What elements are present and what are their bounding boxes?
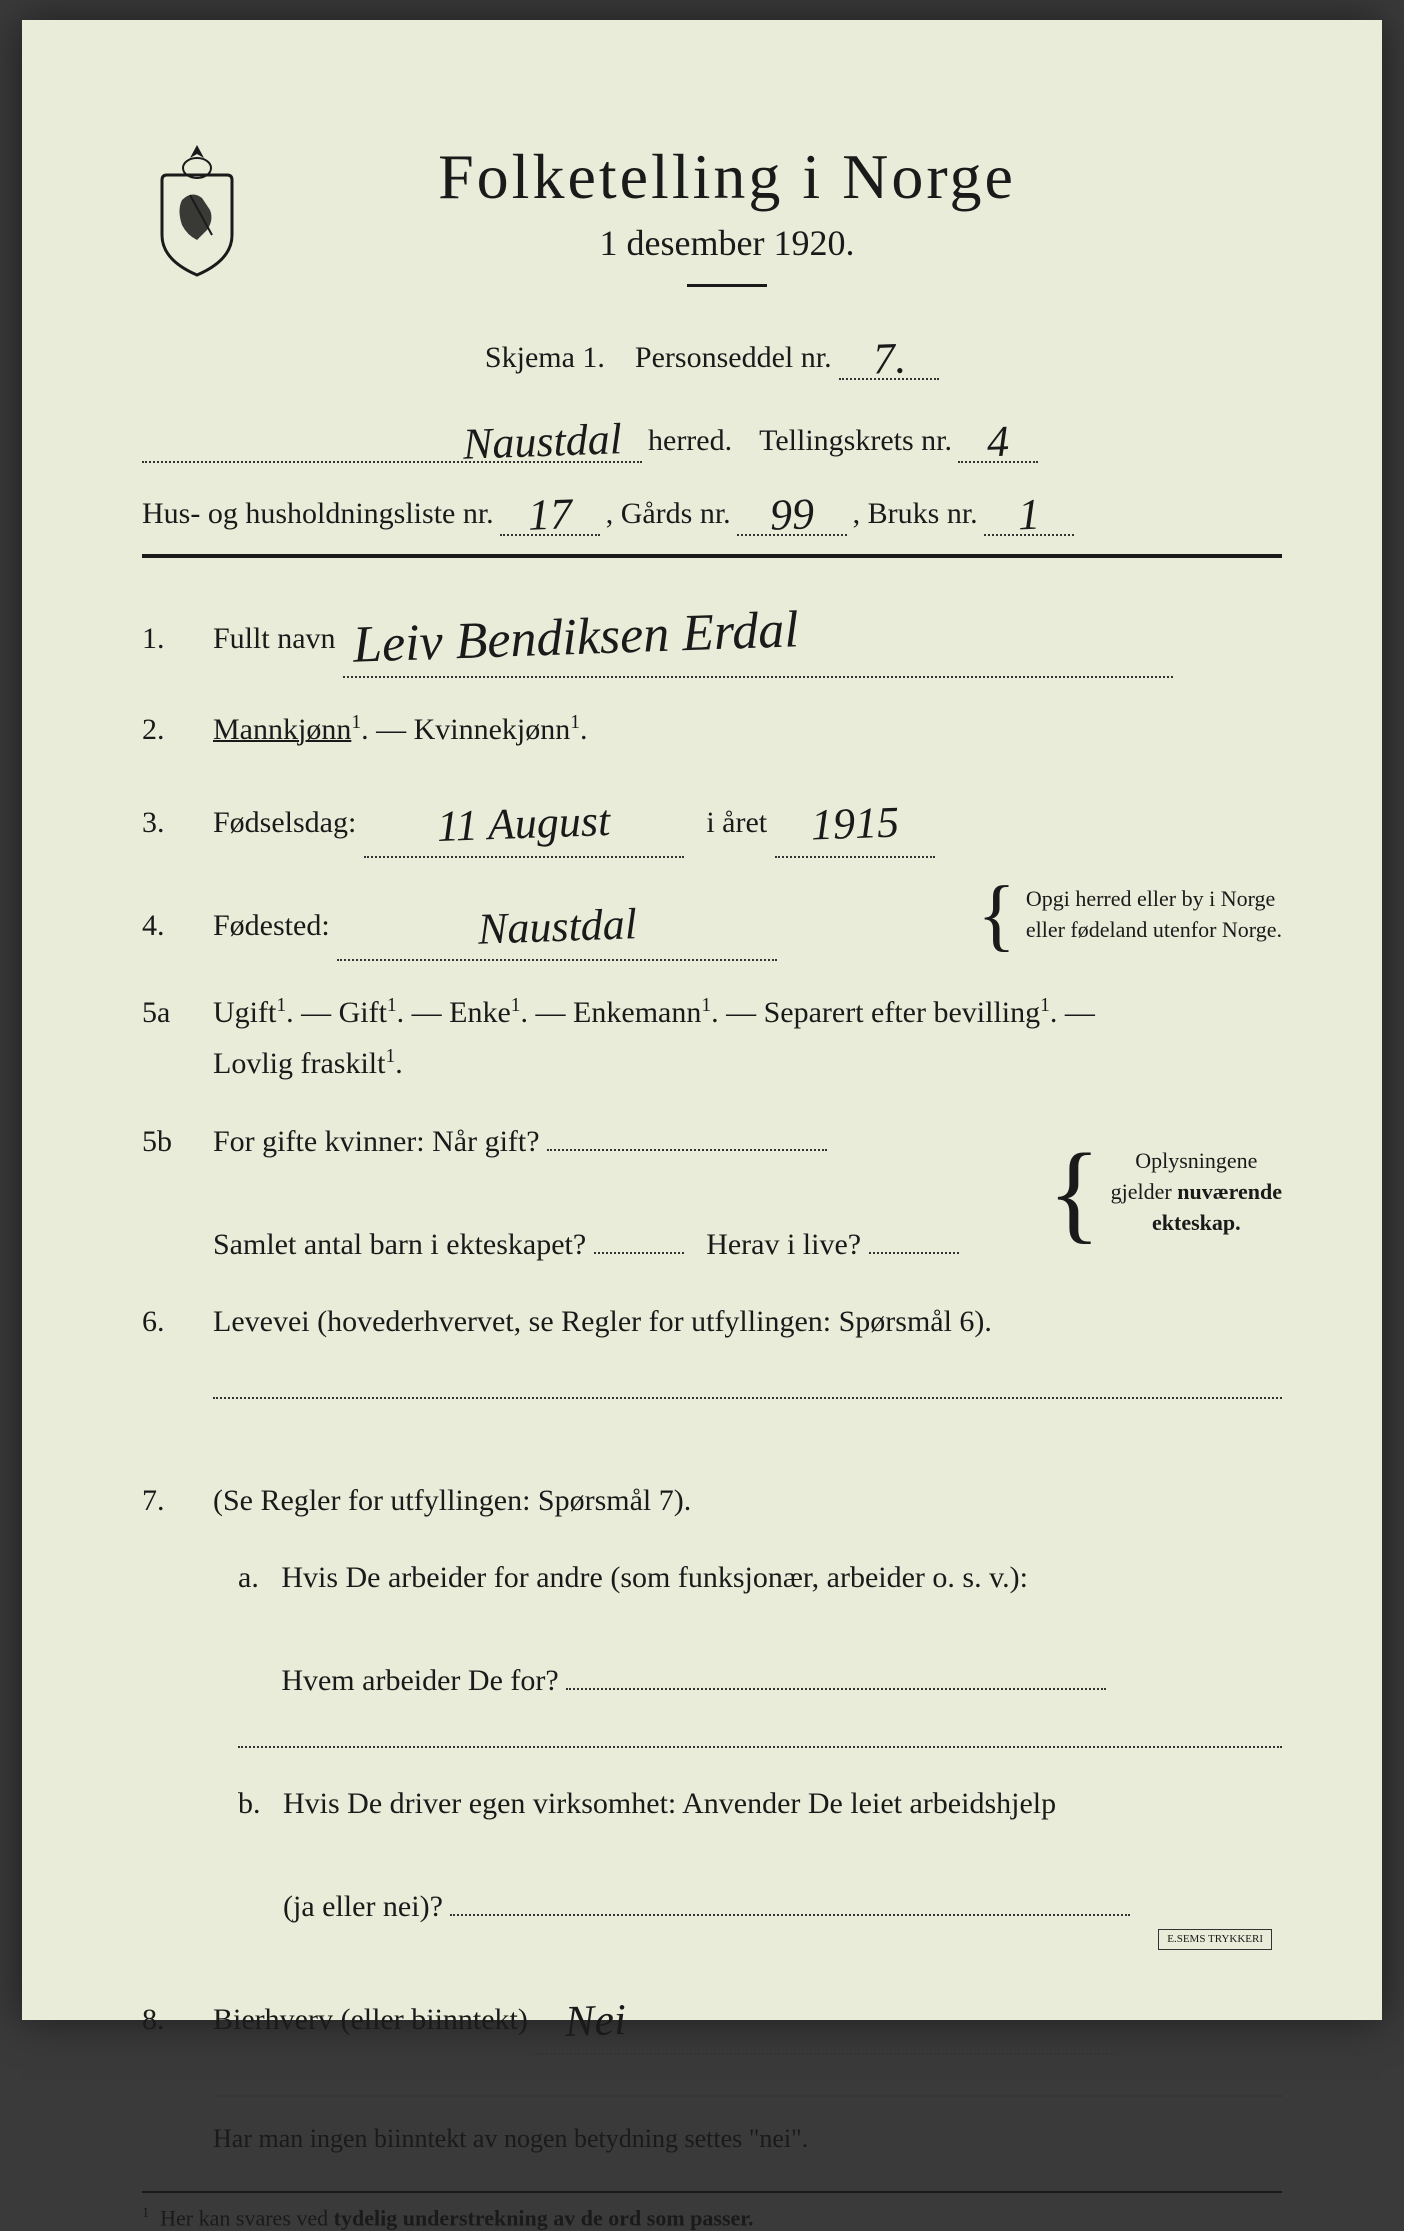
footnote-text: Her kan svares ved tydelig understreknin… (160, 2205, 753, 2230)
q3-row: 3. Fødselsdag: 11 August i året 1915 (142, 781, 1282, 858)
personseddel-nr: 7. (872, 332, 907, 384)
q5a-gift: Gift (339, 996, 387, 1029)
hus-label: Hus- og husholdningsliste nr. (142, 497, 494, 531)
q4-note-l1: Opgi herred eller by i Norge (1026, 886, 1275, 911)
q7-num: 7. (142, 1484, 197, 1518)
title-block: Folketelling i Norge 1 desember 1920. (282, 140, 1282, 317)
q5a-separert: Separert efter bevilling (764, 996, 1041, 1029)
footnote-divider (142, 2191, 1282, 2193)
q3-day: 11 August (436, 784, 612, 865)
tellingskrets-label: Tellingskrets nr. (759, 424, 952, 458)
q3-label: Fødselsdag: (213, 806, 356, 839)
printer-mark: E.SEMS TRYKKERI (1158, 1929, 1272, 1950)
subtitle-date: 1 desember 1920. (282, 222, 1172, 264)
q1-value: Leiv Bendiksen Erdal (352, 586, 801, 690)
q7a-blank (238, 1746, 1282, 1748)
q5b-note-l1: Oplysningene (1135, 1148, 1257, 1173)
footnote-marker: 1 (142, 2205, 149, 2221)
tellingskrets-nr: 4 (986, 416, 1010, 468)
q3-num: 3. (142, 806, 197, 840)
q5a-num: 5a (142, 996, 197, 1030)
q8-label: Bierhverv (eller biinntekt) (213, 2003, 528, 2036)
hus-line: Hus- og husholdningsliste nr. 17 , Gårds… (142, 483, 1282, 536)
q5b-line2b: Herav i live? (706, 1228, 861, 1261)
q5b-note-l3: ekteskap. (1152, 1210, 1241, 1235)
q8-note: Har man ingen biinntekt av nogen betydni… (213, 2117, 1282, 2161)
q2-sup2: 1 (570, 712, 580, 733)
q6-blank-line (213, 1397, 1282, 1399)
q5a-row: 5a Ugift1. — Gift1. — Enke1. — Enkemann1… (142, 987, 1282, 1089)
q6-num: 6. (142, 1305, 197, 1339)
q4-value: Naustdal (476, 887, 637, 967)
q5b-note-l2: gjelder nuværende (1111, 1179, 1282, 1204)
q2-dash: — (376, 713, 414, 746)
q7a-line2: Hvem arbeider De for? (281, 1664, 558, 1697)
title-divider (687, 284, 767, 287)
main-title: Folketelling i Norge (282, 140, 1172, 214)
herred-label: herred. (648, 424, 732, 458)
q8-value: Nei (564, 1983, 628, 2060)
q3-year-label: i året (706, 806, 767, 839)
q5b-line2a: Samlet antal barn i ekteskapet? (213, 1228, 586, 1261)
q8-num: 8. (142, 2003, 197, 2037)
q6-row: 6. Levevei (hovederhvervet, se Regler fo… (142, 1296, 1282, 1449)
gards-nr: 99 (769, 488, 815, 541)
q5a-ugift: Ugift (213, 996, 276, 1029)
q5b-row: 5b For gifte kvinner: Når gift? Samlet a… (142, 1115, 1282, 1270)
q5b-num: 5b (142, 1125, 197, 1159)
coat-of-arms-icon (142, 140, 252, 280)
gards-label: , Gårds nr. (606, 497, 731, 531)
herred-line: Naustdal herred. Tellingskrets nr. 4 (142, 410, 1282, 463)
herred-value: Naustdal (462, 413, 623, 470)
q7b-line1: Hvis De driver egen virksomhet: Anvender… (283, 1787, 1056, 1820)
footnote: 1 Her kan svares ved tydelig understrekn… (142, 2205, 1282, 2231)
q4-note-l2: eller fødeland utenfor Norge. (1026, 917, 1282, 942)
q7-label: (Se Regler for utfyllingen: Spørsmål 7). (213, 1484, 691, 1517)
bruks-nr: 1 (1017, 489, 1041, 541)
skjema-line: Skjema 1. Personseddel nr. 7. (142, 327, 1282, 380)
q5a-enke: Enke (449, 996, 511, 1029)
section-divider (142, 554, 1282, 558)
q2-mann: Mannkjønn (213, 713, 351, 746)
q7a-label: a. (238, 1561, 259, 1594)
skjema-label: Skjema 1. (485, 341, 605, 374)
q5b-line1: For gifte kvinner: Når gift? (213, 1125, 540, 1158)
hus-nr: 17 (527, 488, 573, 541)
q1-row: 1. Fullt navn Leiv Bendiksen Erdal (142, 588, 1282, 678)
q8-blank (213, 2095, 1282, 2097)
q1-num: 1. (142, 622, 197, 656)
q1-label: Fullt navn (213, 622, 336, 655)
q4-row: 4. Fødested: Naustdal { Opgi herred elle… (142, 884, 1282, 961)
q4-num: 4. (142, 909, 197, 943)
q5b-note: { Oplysningene gjelder nuværende ekteska… (1048, 1146, 1282, 1238)
q2-sup1: 1 (351, 712, 361, 733)
q8-row: 8. Bierhverv (eller biinntekt) Nei Har m… (142, 1978, 1282, 2161)
q2-row: 2. Mannkjønn1. — Kvinnekjønn1. (142, 704, 1282, 755)
q2-kvinne: Kvinnekjønn (414, 713, 571, 746)
personseddel-label: Personseddel nr. (635, 341, 832, 374)
header-row: Folketelling i Norge 1 desember 1920. (142, 140, 1282, 317)
q7b-line2: (ja eller nei)? (283, 1890, 443, 1923)
q5a-lovlig: Lovlig fraskilt (213, 1047, 385, 1080)
q4-note: { Opgi herred eller by i Norge eller fød… (977, 884, 1282, 946)
bruks-label: , Bruks nr. (853, 497, 978, 531)
q7-row: 7. (Se Regler for utfyllingen: Spørsmål … (142, 1475, 1282, 1952)
q7a-line1: Hvis De arbeider for andre (som funksjon… (281, 1561, 1028, 1594)
q2-num: 2. (142, 713, 197, 747)
census-form-page: Folketelling i Norge 1 desember 1920. Sk… (22, 20, 1382, 2020)
q5a-enkemann: Enkemann (573, 996, 701, 1029)
q4-label: Fødested: (213, 909, 330, 942)
q7b-label: b. (238, 1787, 261, 1820)
q3-year: 1915 (809, 786, 900, 864)
coat-of-arms-svg (142, 140, 252, 280)
q6-label: Levevei (hovederhvervet, se Regler for u… (213, 1305, 992, 1338)
